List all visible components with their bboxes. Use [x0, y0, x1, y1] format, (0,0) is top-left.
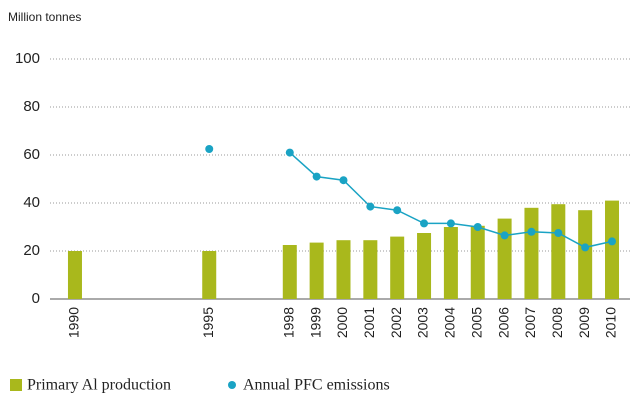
y-tick-label: 60	[23, 146, 40, 163]
x-tick-label: 2005	[468, 307, 484, 338]
point	[339, 176, 348, 185]
point	[581, 243, 590, 252]
point	[285, 148, 294, 157]
legend-swatch	[228, 381, 236, 389]
x-tick-label: 2009	[576, 307, 592, 338]
bar	[363, 240, 378, 299]
bar	[202, 251, 217, 299]
bar	[390, 236, 405, 299]
point	[366, 202, 375, 211]
x-tick-label: 2010	[603, 307, 619, 338]
bar	[470, 225, 485, 299]
legend-label: Annual PFC emissions	[243, 377, 390, 394]
x-tick-label: 2001	[361, 307, 377, 338]
x-tick-label: 1998	[280, 307, 296, 338]
bar	[67, 251, 82, 299]
y-tick-label: 0	[32, 290, 40, 307]
point	[554, 229, 563, 237]
bar	[443, 227, 458, 299]
bar	[605, 200, 620, 299]
y-tick-label: 40	[23, 194, 40, 211]
y-tick-label: 100	[15, 50, 40, 67]
x-tick-label: 2007	[522, 307, 538, 338]
x-tick-label: 1990	[66, 307, 82, 338]
x-tick-label: 2006	[495, 307, 511, 338]
point	[446, 219, 455, 228]
bar	[282, 245, 297, 299]
bar	[578, 210, 593, 299]
point	[527, 227, 536, 236]
x-tick-label: 1999	[307, 307, 323, 338]
point	[420, 219, 429, 228]
x-tick-label: 2002	[388, 307, 404, 338]
x-tick-label: 1995	[200, 307, 216, 338]
x-tick-label: 2008	[549, 307, 565, 338]
legend-swatch	[10, 379, 22, 391]
point	[312, 172, 321, 181]
bar	[524, 207, 539, 299]
bar	[417, 233, 432, 299]
y-tick-label: 80	[23, 98, 40, 115]
y-tick-label: 20	[23, 242, 40, 259]
bar	[551, 204, 566, 299]
x-tick-label: 2003	[415, 307, 431, 338]
x-tick-label: 2004	[442, 307, 458, 338]
y-axis-label: Million tonnes	[8, 10, 81, 24]
legend-label: Primary Al production	[27, 377, 171, 394]
bar	[497, 218, 512, 299]
point	[473, 223, 482, 231]
x-tick-label: 2000	[334, 307, 350, 338]
bar	[309, 242, 324, 299]
point	[393, 206, 402, 215]
point	[205, 145, 214, 153]
point	[608, 237, 617, 246]
point	[500, 231, 509, 240]
bar	[336, 240, 351, 299]
